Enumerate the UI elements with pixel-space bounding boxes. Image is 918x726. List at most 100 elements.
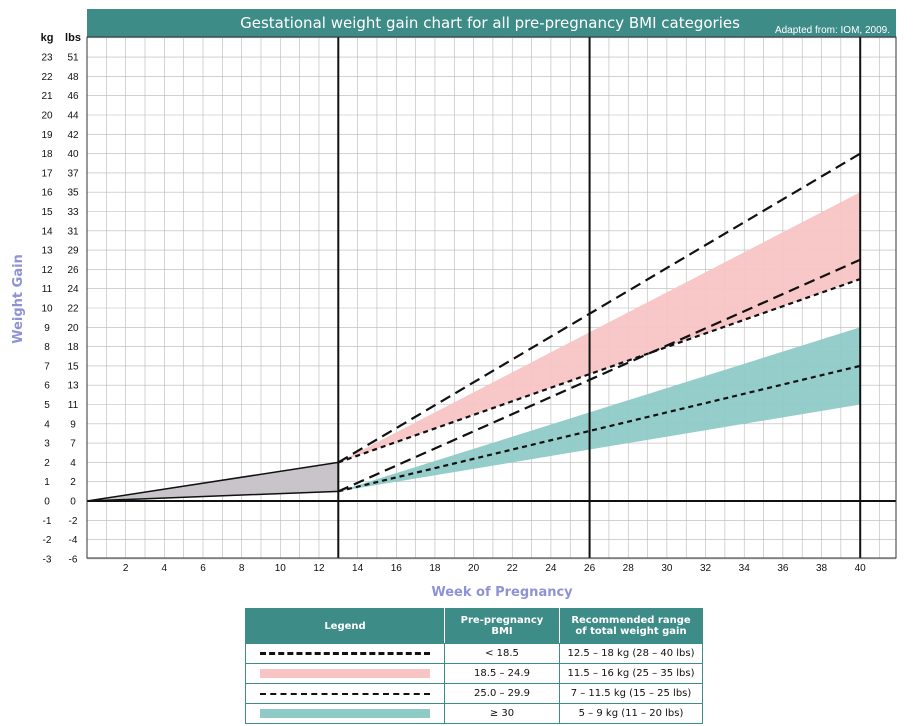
y-axis-title: Weight Gain <box>11 254 26 344</box>
y-tick-label-kg: 14 <box>41 226 53 237</box>
lbs-unit-label: lbs <box>65 32 81 44</box>
y-tick-label-lbs: -2 <box>69 516 78 527</box>
x-tick-label: 26 <box>584 563 596 574</box>
y-tick-label-lbs: 40 <box>67 149 79 160</box>
y-tick-label-kg: 21 <box>41 91 53 102</box>
legend-row: ≥ 30 5 – 9 kg (11 – 20 lbs) <box>245 703 703 724</box>
y-tick-label-kg: 15 <box>41 207 53 218</box>
y-tick-label-kg: 10 <box>41 304 53 315</box>
obese-bmi-band <box>338 327 861 492</box>
y-tick-label-lbs: 18 <box>67 342 79 353</box>
x-tick-label: 20 <box>468 563 480 574</box>
y-tick-label-kg: 3 <box>44 439 50 450</box>
y-tick-label-lbs: 4 <box>70 458 76 469</box>
y-tick-label-kg: -1 <box>43 516 52 527</box>
legend-bmi-cell: 25.0 – 29.9 <box>444 683 560 704</box>
x-tick-label: 16 <box>391 563 403 574</box>
range-header-line1: Recommended range <box>571 615 691 626</box>
overweight-range-line <box>337 278 861 464</box>
y-tick-label-kg: 4 <box>44 419 50 430</box>
y-tick-label-kg: 16 <box>41 188 53 199</box>
y-tick-label-lbs: 9 <box>70 419 76 430</box>
x-tick-label: 30 <box>661 563 673 574</box>
legend-row: < 18.5 12.5 – 18 kg (28 – 40 lbs) <box>245 643 703 664</box>
y-tick-label-lbs: 11 <box>68 400 79 411</box>
y-tick-label-kg: 23 <box>41 53 53 64</box>
legend-swatch-cell <box>245 703 445 724</box>
y-tick-label-lbs: 2 <box>70 477 76 488</box>
y-tick-label-kg: 5 <box>44 400 50 411</box>
legend-table: Legend Pre-pregnancy BMI Recommended ran… <box>245 608 703 724</box>
y-tick-label-kg: 6 <box>44 381 50 392</box>
range-header-line2: of total weight gain <box>575 626 687 637</box>
y-tick-label-kg: 9 <box>44 323 50 334</box>
legend-row: 18.5 – 24.9 11.5 – 16 kg (25 – 35 lbs) <box>245 663 703 684</box>
y-tick-label-lbs: 15 <box>67 361 79 372</box>
y-tick-label-lbs: 13 <box>67 381 79 392</box>
x-tick-label: 34 <box>739 563 751 574</box>
y-tick-label-kg: 2 <box>44 458 50 469</box>
x-tick-label: 38 <box>816 563 828 574</box>
y-tick-label-kg: 17 <box>41 168 53 179</box>
y-tick-label-kg: 8 <box>44 342 50 353</box>
normal-bmi-band <box>338 192 861 463</box>
legend-bmi-cell: < 18.5 <box>444 643 560 664</box>
y-tick-label-kg: -3 <box>43 554 52 565</box>
y-tick-label-kg: 11 <box>42 284 53 295</box>
x-tick-label: 8 <box>239 563 245 574</box>
pink-band-swatch <box>260 669 430 678</box>
range-header: Recommended range of total weight gain <box>559 608 703 644</box>
x-tick-label: 28 <box>623 563 635 574</box>
y-tick-label-lbs: 44 <box>67 111 79 122</box>
x-tick-label: 32 <box>700 563 712 574</box>
legend-bmi-cell: 18.5 – 24.9 <box>444 663 560 684</box>
chart-source: Adapted from: IOM, 2009. <box>775 25 890 36</box>
short-dash-swatch <box>260 692 430 695</box>
legend-range-cell: 11.5 – 16 kg (25 – 35 lbs) <box>559 663 703 684</box>
y-tick-label-kg: 7 <box>44 361 50 372</box>
y-tick-label-lbs: 42 <box>67 130 79 141</box>
y-tick-label-lbs: 22 <box>67 304 79 315</box>
y-tick-label-lbs: 31 <box>67 226 79 237</box>
teal-band-swatch <box>260 709 430 718</box>
y-tick-label-kg: 20 <box>41 111 53 122</box>
y-tick-label-lbs: 24 <box>67 284 79 295</box>
y-tick-label-kg: 19 <box>41 130 53 141</box>
x-tick-label: 4 <box>162 563 168 574</box>
legend-swatch-cell <box>245 683 445 704</box>
x-tick-label: 18 <box>429 563 441 574</box>
x-tick-label: 2 <box>123 563 129 574</box>
y-tick-label-lbs: 48 <box>67 72 79 83</box>
x-tick-label: 36 <box>777 563 789 574</box>
legend-range-cell: 7 – 11.5 kg (15 – 25 lbs) <box>559 683 703 704</box>
y-tick-label-kg: 12 <box>41 265 53 276</box>
x-tick-label: 24 <box>545 563 557 574</box>
legend-range-cell: 12.5 – 18 kg (28 – 40 lbs) <box>559 643 703 664</box>
legend-row: 25.0 – 29.9 7 – 11.5 kg (15 – 25 lbs) <box>245 683 703 704</box>
y-tick-label-lbs: -4 <box>69 535 78 546</box>
y-tick-label-lbs: 0 <box>70 497 76 508</box>
y-tick-label-lbs: 26 <box>67 265 79 276</box>
y-tick-label-lbs: 35 <box>67 188 79 199</box>
y-tick-label-kg: 1 <box>44 477 50 488</box>
x-tick-label: 14 <box>352 563 364 574</box>
y-tick-label-kg: 22 <box>41 72 53 83</box>
long-dash-swatch <box>260 652 430 655</box>
kg-unit-label: kg <box>41 32 54 44</box>
y-tick-label-lbs: 37 <box>67 168 79 179</box>
y-tick-label-lbs: 20 <box>67 323 79 334</box>
y-tick-label-lbs: 7 <box>70 439 76 450</box>
y-tick-label-lbs: 51 <box>67 53 79 64</box>
bmi-header: Pre-pregnancy BMI <box>444 608 560 644</box>
legend-bmi-cell: ≥ 30 <box>444 703 560 724</box>
legend-swatch-cell <box>245 643 445 664</box>
x-tick-label: 10 <box>275 563 287 574</box>
x-tick-label: 12 <box>313 563 325 574</box>
y-tick-label-lbs: -6 <box>69 554 78 565</box>
x-tick-label: 6 <box>200 563 206 574</box>
y-tick-label-lbs: 29 <box>67 246 79 257</box>
chart-title: Gestational weight gain chart for all pr… <box>240 14 740 32</box>
x-axis-title: Week of Pregnancy <box>431 585 573 600</box>
